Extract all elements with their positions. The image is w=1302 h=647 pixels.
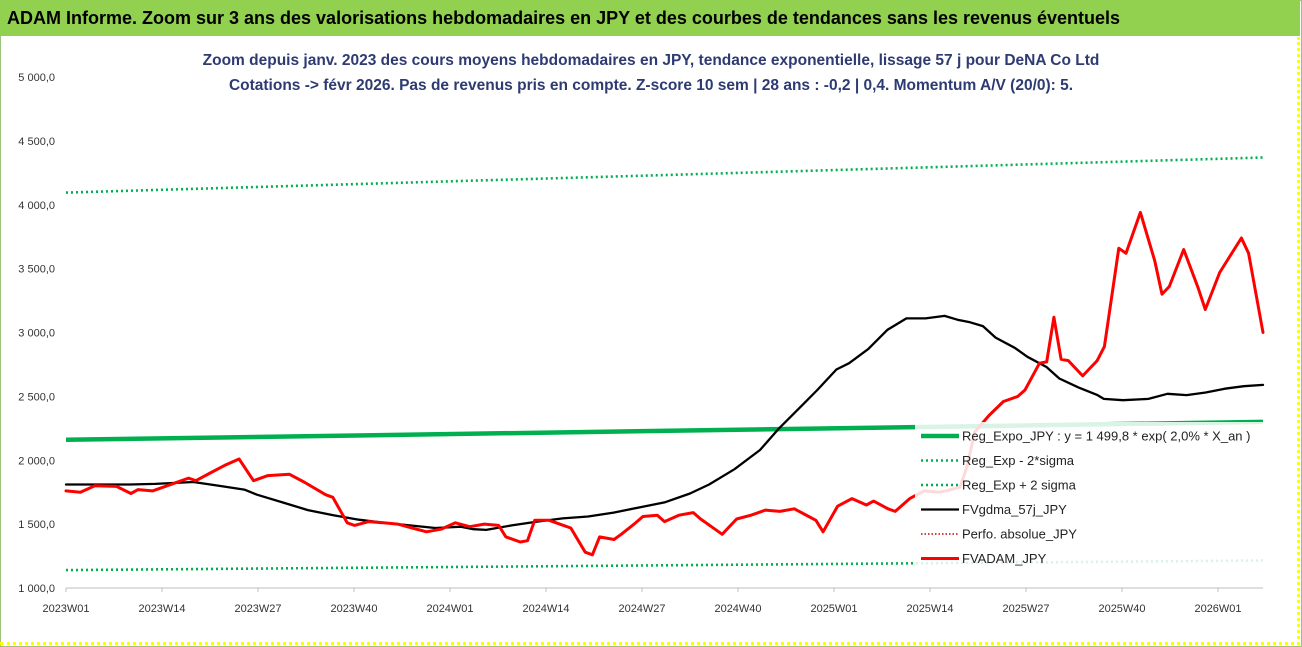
y-tick-label: 3 000,0 [18,328,55,340]
chart-area [0,37,1300,645]
legend-label: FVADAM_JPY [962,551,1047,566]
x-tick-label: 2025W40 [1098,603,1145,615]
y-tick-label: 1 000,0 [18,583,55,595]
x-tick-label: 2023W01 [42,603,89,615]
y-tick-label: 3 500,0 [18,264,55,276]
y-tick-label: 2 000,0 [18,455,55,467]
y-tick-label: 2 500,0 [18,391,55,403]
x-tick-label: 2025W01 [810,603,857,615]
x-tick-label: 2024W40 [714,603,761,615]
y-tick-label: 5 000,0 [18,72,55,84]
y-tick-label: 1 500,0 [18,519,55,531]
x-tick-label: 2026W01 [1194,603,1241,615]
x-axis: 2023W01 2023W14 2023W27 2023W40 2024W01 2024W… [42,588,1242,615]
x-tick-label: 2023W27 [234,603,281,615]
x-tick-label: 2024W01 [426,603,473,615]
legend-label: Reg_Exp - 2*sigma [962,453,1075,468]
x-tick-label: 2025W27 [1002,603,1049,615]
y-axis: 1 000,0 1 500,0 2 000,0 2 500,0 3 000,0 3 500… [18,72,55,595]
banner-title: ADAM Informe. Zoom sur 3 ans des valoris… [0,0,1300,36]
legend-label: Reg_Exp + 2 sigma [962,478,1077,493]
legend-label: Perfo. absolue_JPY [962,527,1077,542]
chart-title-line1: Zoom depuis janv. 2023 des cours moyens … [202,52,1100,69]
series-reg-exp [65,156,1264,194]
x-tick-label: 2024W27 [618,603,665,615]
chart-title-line2: Cotations -> févr 2026. Pas de revenus p… [228,77,1074,94]
legend-label: Reg_Expo_JPY : y = 1 499,8 * exp( 2,0% *… [962,429,1250,444]
x-tick-label: 2023W14 [138,603,185,615]
x-tick-label: 2023W40 [330,603,377,615]
y-tick-label: 4 000,0 [18,200,55,212]
x-tick-label: 2024W14 [522,603,569,615]
legend: Reg_Expo_JPY : y = 1 499,8 * exp( 2,0% *… [915,422,1265,570]
legend-label: FVgdma_57j_JPY [962,502,1067,517]
y-tick-label: 4 500,0 [18,136,55,148]
series-fvadam-jpy [64,210,1265,557]
x-tick-label: 2025W14 [906,603,953,615]
series-fvgdma-57j-jpy [64,314,1265,532]
legend-background [915,422,1265,570]
